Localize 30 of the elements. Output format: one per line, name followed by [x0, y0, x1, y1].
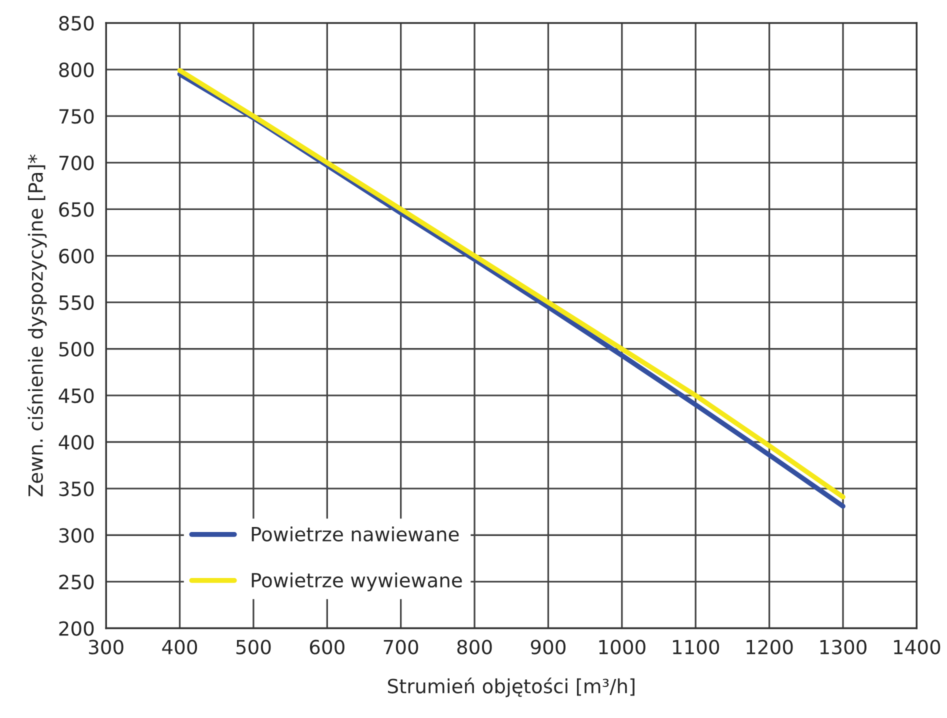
x-tick-label: 300 — [88, 640, 124, 654]
legend-label: Powietrze wywiewane — [252, 572, 462, 592]
y-axis-title: Zewn. ciśnienie dyspozycyjne [Pa]* — [27, 154, 47, 496]
x-tick-label: 700 — [384, 640, 418, 654]
y-tick-label: 200 — [59, 621, 94, 636]
y-tick-label: 600 — [59, 248, 94, 264]
y-tick-label: 550 — [59, 295, 94, 310]
x-tick-label: 800 — [457, 640, 492, 654]
x-tick-label: 600 — [310, 640, 344, 654]
y-tick-label: 400 — [58, 434, 94, 450]
x-tick-label: 1100 — [673, 640, 720, 654]
x-tick-label: 500 — [236, 640, 271, 654]
y-tick-label: 800 — [59, 62, 94, 78]
y-tick-label: 750 — [59, 109, 94, 124]
y-tick-label: 850 — [59, 16, 94, 31]
x-tick-label: 1000 — [599, 640, 646, 654]
x-tick-label: 1200 — [746, 640, 793, 654]
y-tick-label: 350 — [59, 482, 94, 496]
y-tick-label: 450 — [58, 388, 94, 404]
y-tick-label: 250 — [59, 574, 94, 590]
x-tick-label: 1300 — [820, 640, 866, 654]
x-tick-label: 900 — [530, 640, 566, 654]
x-tick-label: 1400 — [894, 640, 940, 654]
legend-label: Powietrze nawiewane — [252, 526, 459, 542]
y-tick-label: 650 — [59, 202, 94, 217]
x-tick-label: 400 — [162, 640, 198, 654]
y-tick-label: 300 — [59, 528, 94, 543]
x-axis-title: Strumień objętości [m³/h] — [388, 678, 634, 698]
y-tick-label: 700 — [59, 156, 94, 170]
y-tick-label: 500 — [59, 342, 94, 357]
